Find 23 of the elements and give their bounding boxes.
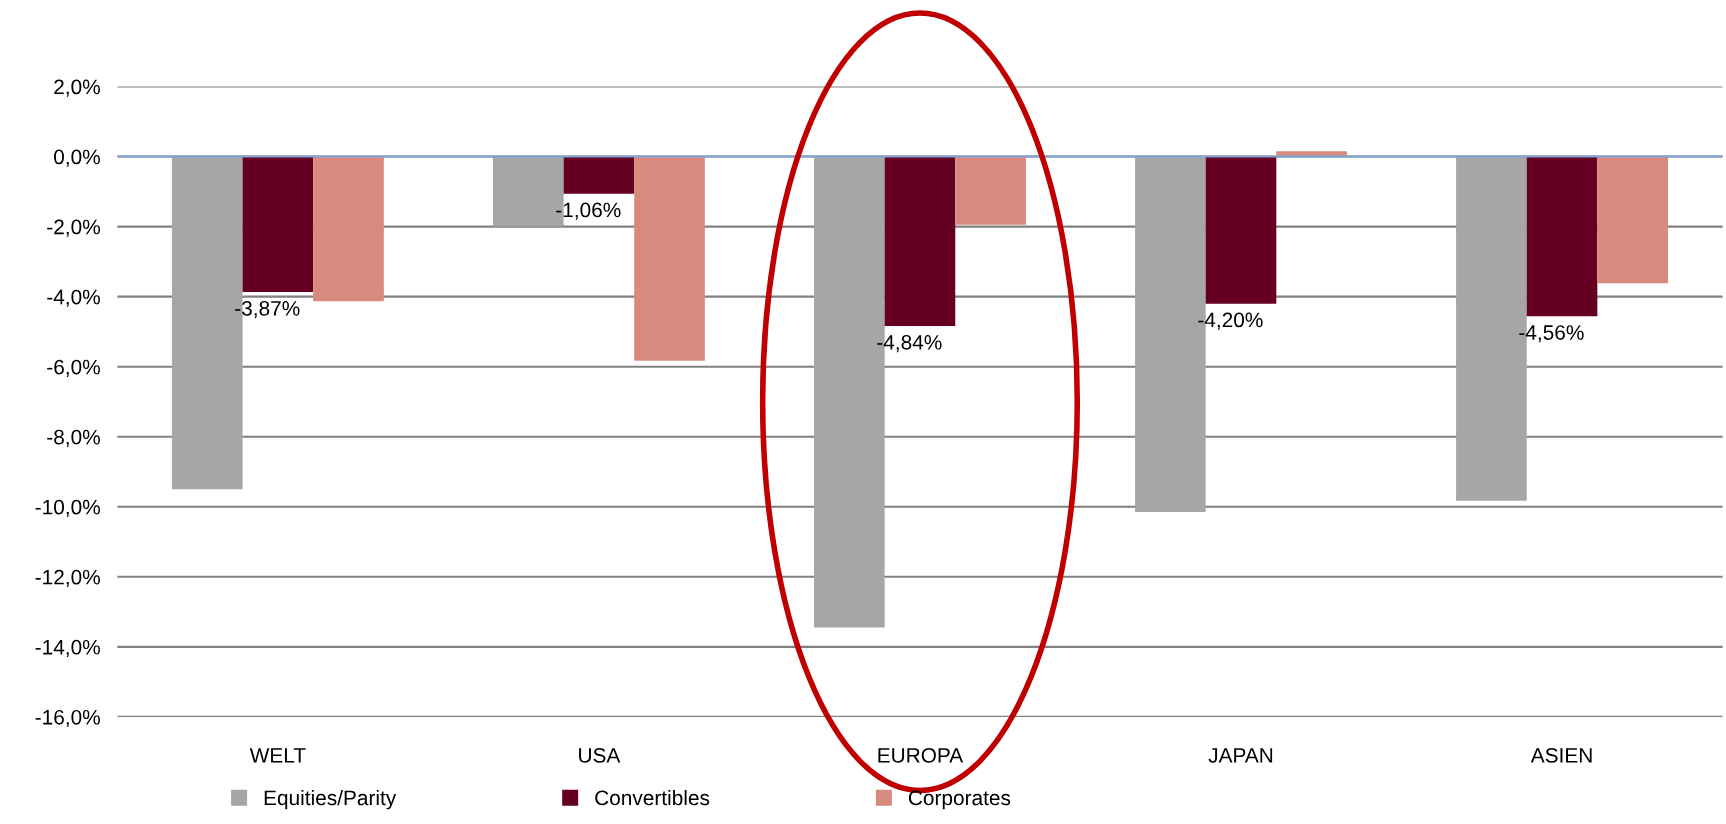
x-tick-label: JAPAN: [1208, 748, 1273, 763]
legend-label: Corporates: [908, 790, 1011, 810]
data-label: -4,84%: [877, 334, 942, 353]
data-label: -4,56%: [1519, 325, 1584, 343]
x-tick-label: EUROPA: [878, 747, 964, 763]
y-tick-label: -16,0%: [35, 709, 100, 728]
data-label: -3,87%: [235, 300, 300, 319]
y-tick-label: -14,0%: [35, 639, 100, 658]
y-tick-label: -6,0%: [47, 359, 100, 377]
data-label: -4,20%: [1198, 312, 1263, 330]
y-tick-label: -2,0%: [47, 219, 100, 237]
y-tick-label: 0,0%: [54, 149, 100, 167]
legend-label: Convertibles: [595, 789, 710, 806]
y-tick-label: -12,0%: [35, 569, 100, 588]
legend-label: Equities/Parity: [264, 789, 397, 810]
y-tick-label: -4,0%: [47, 289, 100, 307]
data-label: -1,06%: [556, 202, 621, 220]
x-tick-label: WELT: [249, 748, 306, 763]
x-tick-label: ASIEN: [1530, 747, 1592, 763]
y-tick-label: -8,0%: [47, 429, 100, 447]
y-tick-label: -10,0%: [35, 499, 100, 517]
y-tick-label: 2,0%: [54, 79, 100, 97]
x-tick-label: USA: [579, 747, 621, 763]
